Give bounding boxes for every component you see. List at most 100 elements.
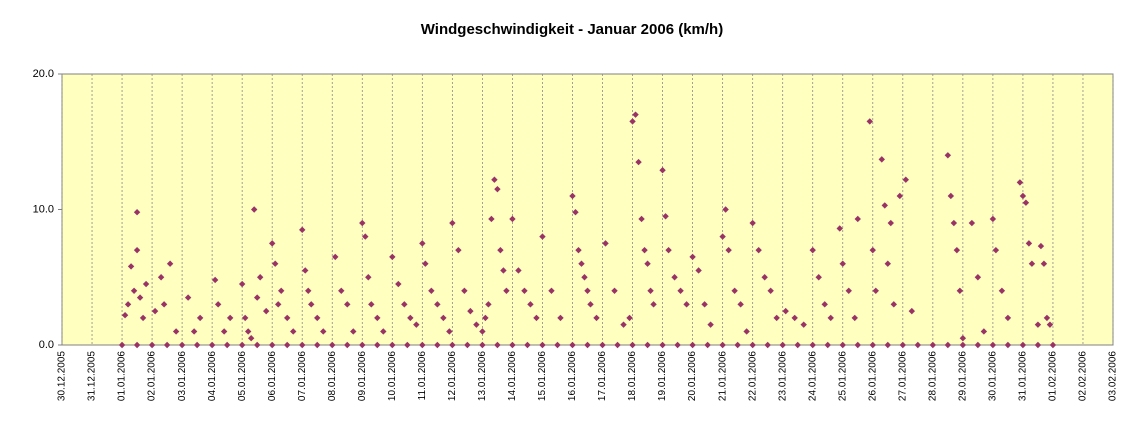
data-point xyxy=(250,206,258,213)
x-tick-label: 11.01.2006 xyxy=(417,351,428,401)
data-point xyxy=(836,225,843,232)
data-point xyxy=(584,287,591,294)
y-tick-label: 10.0 xyxy=(33,203,54,215)
data-point xyxy=(269,341,276,349)
data-point xyxy=(290,328,297,335)
data-point xyxy=(482,314,489,322)
x-tick-label: 05.01.2006 xyxy=(237,351,248,401)
data-point xyxy=(124,301,132,308)
data-point xyxy=(581,274,588,281)
x-tick-label: 20.01.2006 xyxy=(687,351,698,401)
data-point xyxy=(272,260,279,267)
data-point xyxy=(389,341,396,349)
data-point xyxy=(944,341,952,349)
data-point xyxy=(749,341,756,349)
data-point xyxy=(473,321,480,328)
x-tick-label: 14.01.2006 xyxy=(507,351,518,401)
x-tick-label: 01.01.2006 xyxy=(117,351,128,401)
data-point xyxy=(362,233,369,240)
data-point xyxy=(284,341,291,349)
data-point xyxy=(509,341,516,349)
data-point xyxy=(1019,341,1027,349)
data-point xyxy=(148,341,156,349)
data-point xyxy=(764,341,771,349)
data-point xyxy=(638,215,645,223)
x-tick-label: 03.02.2006 xyxy=(1108,351,1119,401)
chart-title: Windgeschwindigkeit - Januar 2006 (km/h) xyxy=(421,21,723,38)
data-point xyxy=(503,287,510,294)
data-point xyxy=(767,287,774,294)
data-point xyxy=(208,341,216,349)
data-point xyxy=(572,209,579,216)
data-point xyxy=(989,215,997,223)
data-point xyxy=(190,328,198,335)
data-point xyxy=(974,341,982,349)
data-point xyxy=(329,341,336,349)
data-point xyxy=(887,219,894,227)
data-point xyxy=(332,253,339,261)
data-point xyxy=(269,240,276,247)
data-point xyxy=(515,267,522,274)
data-point xyxy=(896,192,903,200)
x-tick-label: 28.01.2006 xyxy=(927,351,938,401)
data-point xyxy=(359,341,366,349)
data-point xyxy=(689,253,696,261)
x-tick-label: 31.12.2005 xyxy=(87,351,98,401)
data-point xyxy=(374,341,381,349)
data-point xyxy=(446,328,453,335)
data-point xyxy=(244,328,252,335)
x-tick-label: 09.01.2006 xyxy=(357,351,368,401)
data-point xyxy=(163,341,171,349)
data-point xyxy=(1004,314,1012,322)
data-point xyxy=(578,260,585,267)
x-tick-label: 08.01.2006 xyxy=(327,351,338,401)
data-point xyxy=(854,215,861,223)
data-point xyxy=(602,240,609,247)
data-point xyxy=(247,335,255,342)
data-point xyxy=(704,341,711,349)
data-point xyxy=(500,267,507,274)
data-point xyxy=(136,294,144,301)
x-tick-label: 02.01.2006 xyxy=(147,351,158,401)
x-tick-label: 23.01.2006 xyxy=(777,351,788,401)
data-point xyxy=(902,176,910,183)
data-point xyxy=(320,328,327,335)
x-tick-label: 04.01.2006 xyxy=(207,351,218,401)
data-point xyxy=(1034,321,1042,328)
data-point xyxy=(223,341,231,349)
data-point xyxy=(494,341,501,349)
data-point xyxy=(854,341,861,349)
data-point xyxy=(557,314,564,322)
data-point xyxy=(479,341,486,349)
data-point xyxy=(1028,260,1036,267)
data-point xyxy=(782,307,789,315)
data-point xyxy=(1043,314,1051,322)
data-point xyxy=(338,287,345,294)
x-tick-label: 17.01.2006 xyxy=(597,351,608,401)
x-tick-label: 16.01.2006 xyxy=(567,351,578,401)
data-point xyxy=(584,341,591,349)
data-point xyxy=(839,260,846,267)
x-tick-label: 31.01.2006 xyxy=(1018,351,1029,401)
data-point xyxy=(989,341,997,349)
x-tick-label: 21.01.2006 xyxy=(717,351,728,401)
data-point xyxy=(350,328,357,335)
data-point xyxy=(488,215,495,223)
data-point xyxy=(314,314,321,322)
data-point xyxy=(947,192,955,200)
data-point xyxy=(629,118,636,125)
data-point xyxy=(314,341,321,349)
data-point xyxy=(707,321,714,328)
data-point xyxy=(527,301,534,308)
data-point xyxy=(1034,341,1042,349)
data-point xyxy=(722,206,729,213)
data-point xyxy=(665,246,672,254)
data-point xyxy=(632,111,639,118)
data-point xyxy=(1004,341,1012,349)
data-point xyxy=(569,192,576,200)
data-point xyxy=(172,328,180,335)
data-point xyxy=(278,287,285,294)
data-point xyxy=(869,341,876,349)
data-point xyxy=(407,314,414,322)
